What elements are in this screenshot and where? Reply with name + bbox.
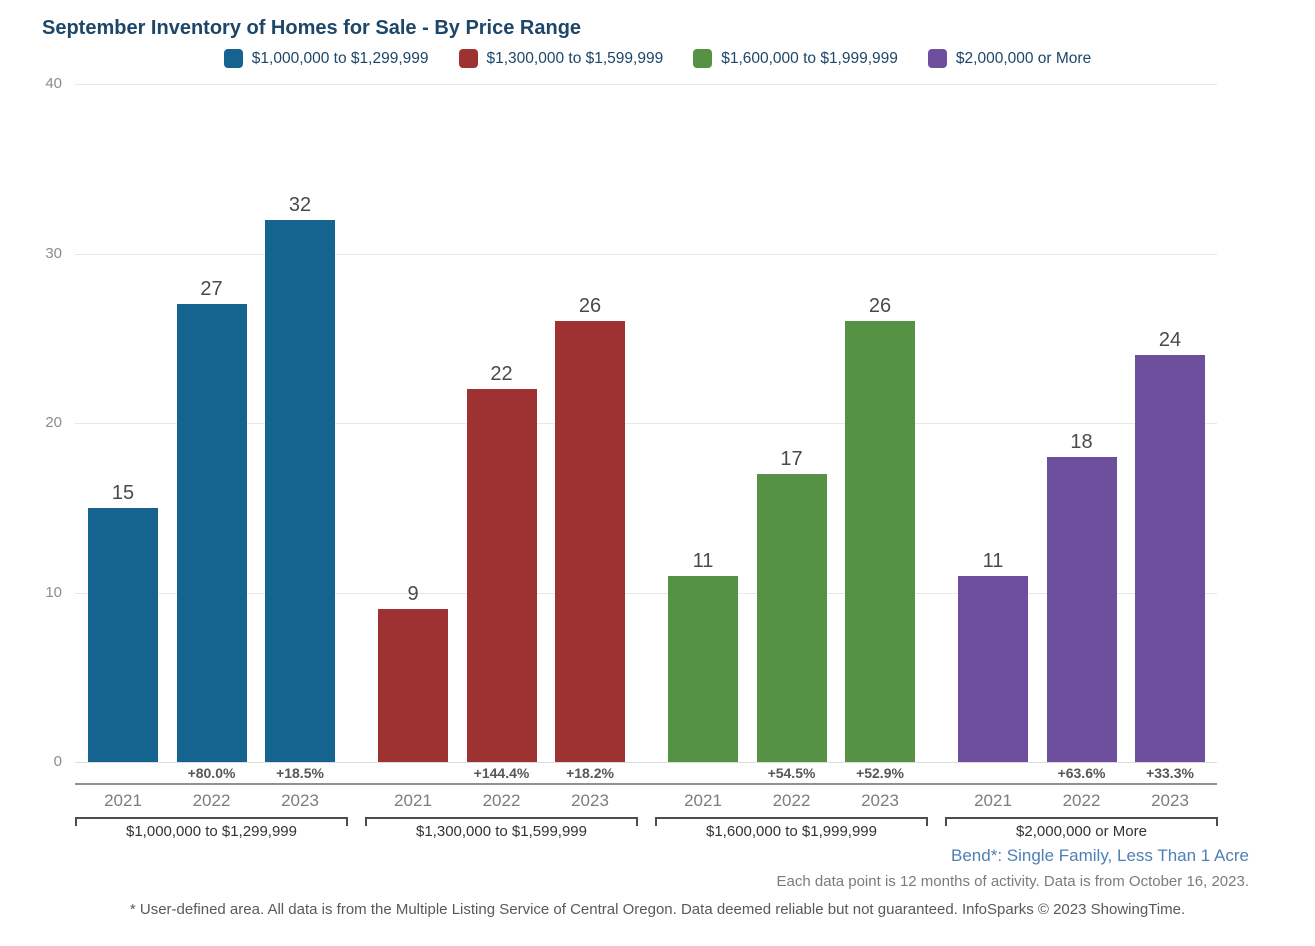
pct-change-label: +144.4% xyxy=(473,765,530,781)
legend-label: $1,600,000 to $1,999,999 xyxy=(721,49,898,67)
group-range-label: $1,000,000 to $1,299,999 xyxy=(126,823,297,840)
group-range-label: $2,000,000 or More xyxy=(1016,823,1147,840)
x-axis-year-label: 2023 xyxy=(861,791,899,810)
pct-change-label: +54.5% xyxy=(767,765,816,781)
bar-2021-group3[interactable] xyxy=(958,575,1028,762)
axis-separator-line xyxy=(75,783,1217,785)
legend-item-2[interactable]: $1,600,000 to $1,999,999 xyxy=(693,49,898,68)
x-axis-year-label: 2023 xyxy=(281,791,319,810)
legend-item-3[interactable]: $2,000,000 or More xyxy=(927,49,1092,68)
bar-value-label: 17 xyxy=(780,447,803,470)
data-note: Each data point is 12 months of activity… xyxy=(776,873,1249,890)
x-axis-year-label: 2023 xyxy=(571,791,609,810)
y-axis-tick-0: 0 xyxy=(53,753,62,770)
group-bracket xyxy=(945,817,1218,827)
bar-2021-group2[interactable] xyxy=(668,575,738,762)
y-axis-tick-10: 10 xyxy=(45,583,62,601)
bar-value-label: 27 xyxy=(200,278,223,301)
legend-item-0[interactable]: $1,000,000 to $1,299,999 xyxy=(223,49,429,68)
y-axis-tick-30: 30 xyxy=(45,244,62,262)
pct-change-label: +18.2% xyxy=(566,765,614,781)
bar-2023-group1[interactable] xyxy=(555,321,625,762)
legend-item-1[interactable]: $1,300,000 to $1,599,999 xyxy=(458,49,664,68)
x-axis-year-label: 2021 xyxy=(394,791,432,810)
bar-2023-group3[interactable] xyxy=(1135,355,1205,762)
bar-2022-group1[interactable] xyxy=(466,389,537,762)
bar-value-label: 18 xyxy=(1070,430,1093,453)
bar-value-label: 11 xyxy=(982,549,1004,572)
pct-change-label: +52.9% xyxy=(856,765,904,781)
bar-2022-group0[interactable] xyxy=(176,304,247,762)
legend: $1,000,000 to $1,299,999 $1,300,000 to $1… xyxy=(0,49,1315,68)
x-axis-year-label: 2022 xyxy=(1062,791,1101,810)
y-axis-tick-40: 40 xyxy=(45,75,62,92)
x-axis-year-label: 2021 xyxy=(974,791,1012,810)
group-range-label: $1,300,000 to $1,599,999 xyxy=(416,823,587,840)
x-axis-year-label: 2022 xyxy=(772,791,811,810)
bar-value-label: 26 xyxy=(868,295,892,318)
bar-2022-group2[interactable] xyxy=(756,473,827,762)
gridline-30 xyxy=(75,253,1217,255)
x-axis-year-label: 2021 xyxy=(684,791,722,810)
bar-value-label: 9 xyxy=(407,583,419,606)
gridline-10 xyxy=(75,592,1217,594)
pct-change-label: +18.5% xyxy=(276,765,324,781)
bar-value-label: 26 xyxy=(578,295,602,318)
bar-value-label: 22 xyxy=(490,363,513,386)
x-axis-year-label: 2022 xyxy=(482,791,521,810)
pct-change-label: +80.0% xyxy=(187,765,236,781)
chart-title: September Inventory of Homes for Sale - … xyxy=(42,17,582,39)
x-axis-year-label: 2023 xyxy=(1151,791,1189,810)
gridline-40 xyxy=(75,84,1217,85)
x-axis-year-label: 2021 xyxy=(104,791,142,810)
disclaimer-text: * User-defined area. All data is from th… xyxy=(129,901,1186,918)
bar-2022-group3[interactable] xyxy=(1046,456,1117,762)
group-bracket xyxy=(655,817,928,827)
bar-value-label: 11 xyxy=(692,549,714,572)
gridline-20 xyxy=(75,423,1217,424)
bar-value-label: 24 xyxy=(1158,329,1182,352)
pct-change-label: +33.3% xyxy=(1146,765,1194,781)
bar-value-label: 15 xyxy=(111,481,135,504)
y-axis-tick-20: 20 xyxy=(45,414,62,431)
group-bracket xyxy=(75,817,348,827)
group-range-label: $1,600,000 to $1,999,999 xyxy=(706,823,877,840)
legend-label: $2,000,000 or More xyxy=(955,49,1092,67)
gridline-0 xyxy=(75,762,1217,763)
legend-swatch-icon xyxy=(927,49,947,68)
bar-2021-group0[interactable] xyxy=(88,507,158,762)
bar-value-label: 32 xyxy=(288,193,312,216)
group-bracket xyxy=(365,817,638,827)
bar-2023-group0[interactable] xyxy=(265,219,335,762)
legend-label: $1,000,000 to $1,299,999 xyxy=(251,49,429,67)
bar-2021-group1[interactable] xyxy=(378,609,448,762)
legend-swatch-icon xyxy=(223,49,243,68)
bar-2023-group2[interactable] xyxy=(845,321,915,762)
location-footnote: Bend*: Single Family, Less Than 1 Acre xyxy=(951,846,1249,865)
x-axis-year-label: 2022 xyxy=(192,791,231,810)
legend-swatch-icon xyxy=(458,49,478,68)
legend-label: $1,300,000 to $1,599,999 xyxy=(486,49,664,67)
legend-swatch-icon xyxy=(693,49,713,68)
pct-change-label: +63.6% xyxy=(1057,765,1106,781)
